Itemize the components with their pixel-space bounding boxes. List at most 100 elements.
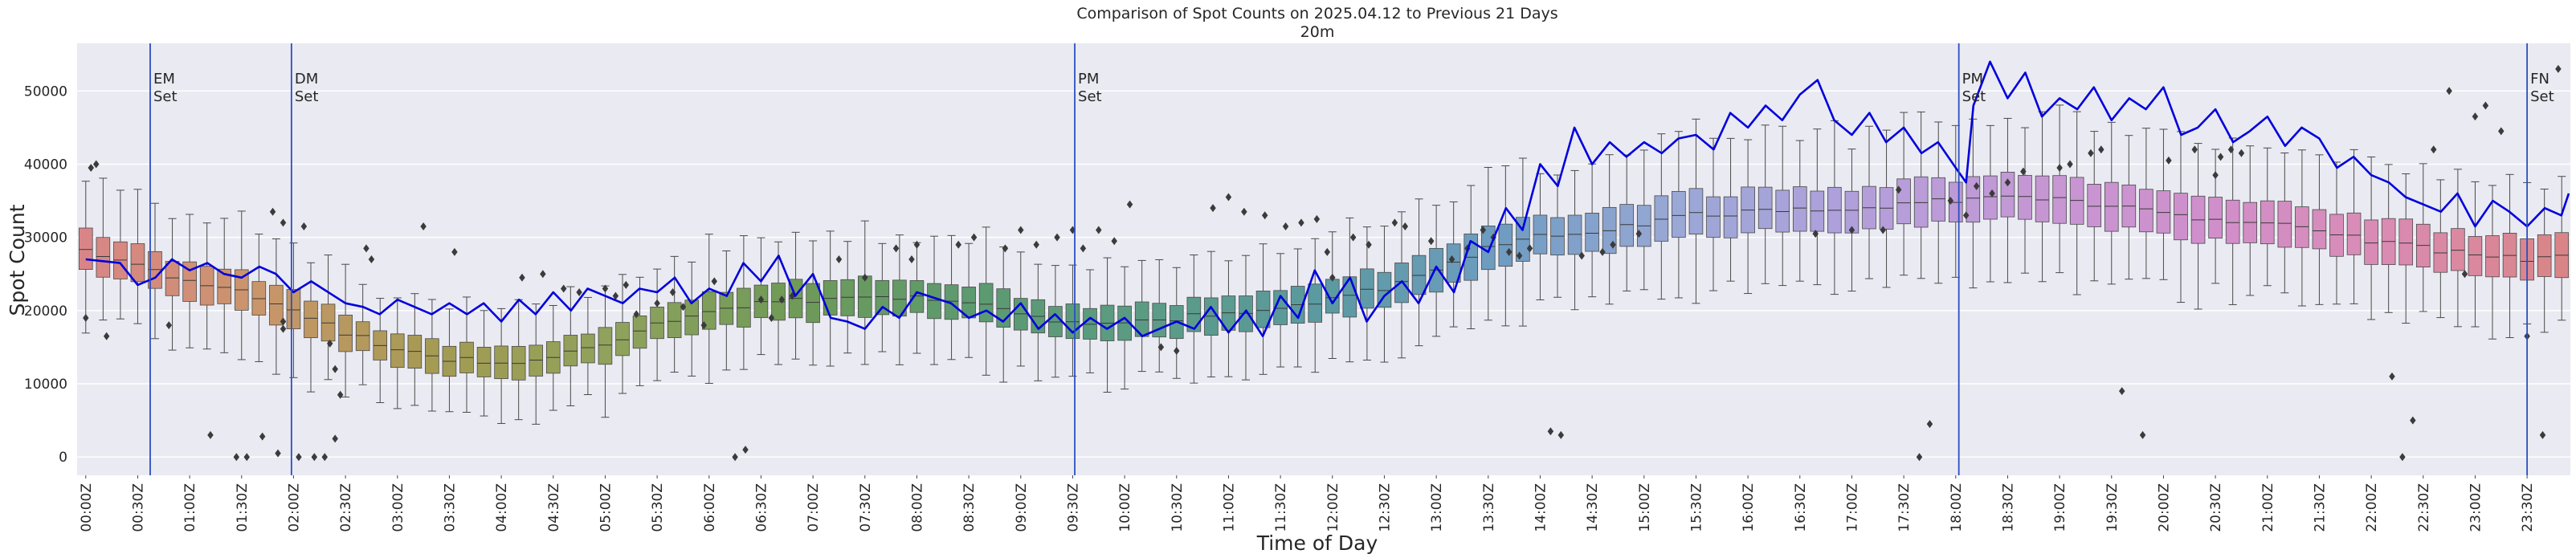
box bbox=[2052, 175, 2067, 224]
x-tick-label: 09:00Z bbox=[1014, 483, 1030, 532]
x-tick-label: 13:30Z bbox=[1481, 483, 1497, 532]
box bbox=[875, 279, 890, 316]
box bbox=[909, 280, 925, 313]
outlier-point bbox=[1298, 218, 1304, 227]
x-tick-label: 21:30Z bbox=[2312, 483, 2328, 532]
box bbox=[2225, 199, 2240, 244]
box bbox=[1983, 175, 1998, 220]
outlier-point bbox=[1111, 237, 1117, 246]
box bbox=[1342, 276, 1357, 318]
outlier-point bbox=[2430, 145, 2437, 154]
outlier-point bbox=[165, 321, 172, 330]
box bbox=[2364, 219, 2378, 265]
outlier-point bbox=[1989, 189, 1995, 198]
outlier-point bbox=[368, 255, 375, 263]
outlier-point bbox=[1812, 230, 1819, 238]
outlier-point bbox=[2446, 87, 2452, 96]
outlier-point bbox=[2212, 171, 2219, 180]
box bbox=[2468, 236, 2483, 276]
outlier-point bbox=[207, 430, 214, 439]
box bbox=[1446, 243, 1461, 283]
box bbox=[78, 227, 93, 271]
box bbox=[1896, 178, 1911, 225]
box bbox=[2087, 184, 2102, 227]
box bbox=[2485, 235, 2500, 278]
box bbox=[978, 283, 994, 323]
outlier-point bbox=[2118, 387, 2125, 396]
x-tick-label: 17:30Z bbox=[1896, 483, 1913, 532]
outlier-point bbox=[2098, 145, 2104, 154]
outlier-point bbox=[83, 313, 89, 322]
box bbox=[165, 261, 180, 296]
outlier-point bbox=[1324, 247, 1331, 256]
x-tick-label: 11:30Z bbox=[1273, 483, 1289, 532]
box bbox=[2346, 212, 2362, 255]
y-axis-title: Spot Count bbox=[6, 204, 29, 316]
outlier-point bbox=[1947, 197, 1954, 206]
outlier-point bbox=[259, 432, 266, 441]
outlier-point bbox=[669, 288, 676, 297]
outlier-point bbox=[2191, 145, 2198, 154]
box bbox=[2329, 214, 2344, 257]
outlier-point bbox=[711, 277, 717, 286]
box bbox=[286, 289, 301, 329]
y-tick-label: 0 bbox=[59, 450, 67, 466]
outlier-point bbox=[1261, 211, 1268, 220]
box bbox=[1672, 191, 1686, 238]
y-tick-label: 10000 bbox=[24, 377, 67, 393]
outlier-point bbox=[1895, 185, 1902, 194]
x-tick-label: 12:30Z bbox=[1377, 483, 1393, 532]
x-tick-label: 18:30Z bbox=[2000, 483, 2016, 532]
x-tick-label: 10:30Z bbox=[1170, 483, 1186, 532]
event-label: FN bbox=[2530, 71, 2549, 88]
event-label: PM bbox=[1962, 71, 1983, 88]
box bbox=[701, 291, 716, 330]
box bbox=[2139, 189, 2153, 233]
box bbox=[2035, 175, 2050, 222]
outlier-point bbox=[970, 233, 978, 242]
outlier-point bbox=[1282, 222, 1289, 230]
box bbox=[684, 299, 700, 336]
outlier-point bbox=[2238, 149, 2245, 157]
x-tick-label: 01:00Z bbox=[182, 483, 198, 532]
box bbox=[304, 300, 318, 339]
outlier-point bbox=[680, 303, 687, 312]
outlier-point bbox=[1313, 214, 1321, 223]
box bbox=[1706, 196, 1721, 238]
outlier-point bbox=[1973, 181, 1980, 190]
outlier-point bbox=[1366, 240, 1372, 249]
outlier-point bbox=[1157, 343, 1165, 352]
box bbox=[1204, 297, 1219, 336]
box bbox=[615, 322, 630, 356]
outlier-point bbox=[1880, 226, 1886, 234]
box bbox=[840, 279, 855, 316]
box bbox=[1792, 186, 1807, 232]
outlier-point bbox=[612, 291, 619, 300]
x-tick-label: 18:00Z bbox=[1949, 483, 1965, 532]
box bbox=[2018, 175, 2032, 220]
box bbox=[2156, 190, 2171, 234]
box bbox=[823, 280, 838, 316]
outlier-point bbox=[88, 164, 94, 173]
outlier-point bbox=[1002, 244, 1009, 253]
box bbox=[2208, 197, 2223, 239]
box bbox=[390, 333, 405, 369]
box bbox=[1186, 296, 1202, 332]
box bbox=[1308, 283, 1323, 323]
today-line-path bbox=[85, 60, 2570, 337]
outlier-point bbox=[2020, 167, 2027, 176]
outlier-point bbox=[2389, 372, 2395, 381]
x-tick-label: 15:30Z bbox=[1688, 483, 1704, 532]
outlier-point bbox=[576, 288, 582, 297]
box bbox=[2295, 206, 2309, 248]
outlier-point bbox=[633, 310, 639, 319]
today-series-line bbox=[85, 60, 2570, 337]
outlier-point bbox=[233, 453, 240, 462]
y-tick-label: 40000 bbox=[24, 157, 67, 173]
box bbox=[1498, 223, 1513, 267]
outlier-point bbox=[1349, 233, 1357, 242]
outlier-point bbox=[1635, 230, 1643, 238]
x-tick-label: 16:00Z bbox=[1741, 483, 1757, 532]
outlier-point bbox=[420, 222, 427, 230]
x-tick-label: 05:00Z bbox=[598, 483, 614, 532]
